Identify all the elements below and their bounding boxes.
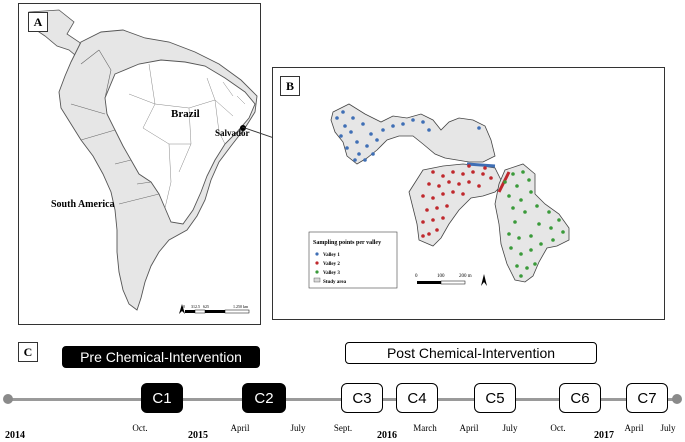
scale-bar-b: 0 100 200 m	[415, 274, 472, 285]
year-2014: 2014	[5, 430, 25, 441]
year-2016: 2016	[377, 430, 397, 441]
legend-item-valley-3: Valley 3	[315, 270, 340, 276]
scale-bar-a: 0 312.5 625 1.250 km	[183, 304, 250, 314]
valley-1-points	[335, 110, 481, 162]
legend-item-valley-1: Valley 1	[315, 252, 340, 258]
legend-label-valley-3: Valley 3	[323, 271, 340, 276]
tick-march-2016: March	[413, 423, 437, 433]
valley-2-points	[421, 164, 493, 238]
valley-2-area	[408, 163, 504, 247]
south-america-map: Brazil Salvador South America 0 312.5 62…	[28, 9, 258, 314]
brazil-shape	[104, 59, 256, 225]
scale-a-tick-3: 1.250 km	[233, 304, 249, 309]
legend-label-study-area: Study area	[323, 280, 347, 285]
tick-sept-2015: Sept.	[333, 423, 353, 433]
tick-april-2016: April	[459, 423, 479, 433]
tick-july-2016: July	[502, 423, 518, 433]
valley-1-area	[330, 103, 496, 165]
panel-c-tag: C	[18, 342, 38, 362]
campaign-c6: C6	[559, 383, 601, 413]
pre-intervention-label: Pre Chemical-Intervention	[62, 346, 260, 368]
campaign-c7: C7	[626, 383, 668, 413]
valley-3-points	[503, 170, 565, 278]
tick-oct-2014: Oct.	[132, 423, 148, 433]
scale-a-tick-2: 625	[203, 304, 209, 309]
campaign-c3: C3	[341, 383, 383, 413]
legend-label-valley-2: Valley 2	[323, 262, 340, 267]
tick-oct-2016: Oct.	[550, 423, 566, 433]
north-arrow-b-icon	[481, 274, 487, 286]
tick-april-2015: April	[230, 423, 250, 433]
campaign-c2: C2	[242, 383, 286, 413]
barrier-blue	[466, 162, 496, 168]
scale-a-tick-1: 312.5	[191, 304, 200, 309]
tick-july-2015: July	[290, 423, 306, 433]
timeline-end-dot	[672, 394, 682, 404]
north-arrow-a-icon	[179, 304, 185, 314]
panel-b-tag: B	[280, 76, 300, 96]
timeline-start-dot	[3, 394, 13, 404]
legend: Sampling points per valley Valley 1 Vall…	[308, 231, 398, 289]
study-area-map: Sampling points per valley Valley 1 Vall…	[308, 103, 570, 289]
tick-july-2017: July	[660, 423, 676, 433]
campaign-c4: C4	[396, 383, 438, 413]
legend-title: Sampling points per valley	[313, 240, 381, 246]
legend-item-study-area: Study area	[313, 277, 347, 285]
scale-a-tick-0: 0	[183, 304, 185, 309]
country-borders	[70, 49, 160, 205]
panel-a-tag: A	[28, 12, 48, 32]
year-2015: 2015	[188, 430, 208, 441]
state-borders	[128, 63, 246, 209]
panel-b-study-area: Sampling points per valley Valley 1 Vall…	[272, 67, 665, 320]
legend-label-valley-1: Valley 1	[323, 253, 340, 258]
post-intervention-label: Post Chemical-Intervention	[345, 342, 597, 364]
panel-a-map: Brazil Salvador South America 0 312.5 62…	[18, 3, 261, 325]
scale-b-tick-0: 0	[415, 274, 418, 279]
scale-b-tick-2: 200 m	[459, 274, 472, 279]
scale-b-tick-1: 100	[437, 274, 445, 279]
campaign-c5: C5	[474, 383, 516, 413]
valley-3-area	[494, 163, 570, 283]
year-2017: 2017	[594, 430, 614, 441]
city-label: Salvador	[215, 128, 250, 138]
campaign-c1: C1	[141, 383, 183, 413]
tick-april-2017: April	[624, 423, 644, 433]
country-label: Brazil	[171, 108, 200, 120]
legend-item-valley-2: Valley 2	[315, 261, 340, 267]
continent-label: South America	[51, 199, 115, 210]
